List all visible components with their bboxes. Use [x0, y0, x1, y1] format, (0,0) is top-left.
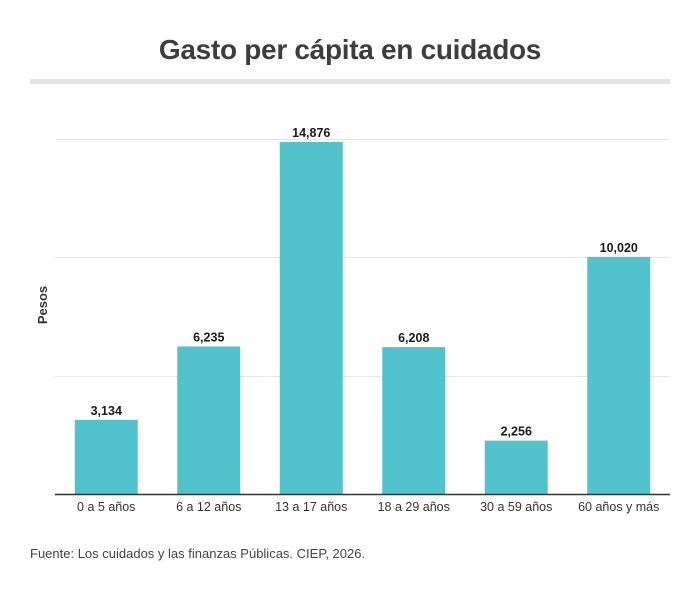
- x-tick-label: 0 a 5 años: [77, 500, 135, 514]
- gridlines: [55, 139, 670, 377]
- x-tick-label: 18 a 29 años: [378, 500, 450, 514]
- y-axis-label: Pesos: [35, 286, 50, 324]
- page-title: Gasto per cápita en cuidados: [158, 34, 542, 65]
- data-labels: 3,134 6,235 14,876 6,208 2,256 10,020: [91, 126, 638, 439]
- x-tick-label: 6 a 12 años: [176, 500, 241, 514]
- bar-value-label: 3,134: [91, 404, 122, 418]
- bar-chart: 3,134 6,235 14,876 6,208 2,256 10,020 0 a 5 a…: [35, 126, 670, 514]
- bar: [74, 419, 138, 494]
- bar: [587, 256, 651, 494]
- bar-value-label: 14,876: [292, 126, 330, 140]
- bar-value-label: 6,235: [193, 330, 224, 344]
- x-tick-label: 30 a 59 años: [480, 500, 552, 514]
- source-note: Fuente: Los cuidados y las finanzas Públ…: [30, 546, 366, 561]
- x-tick-label: 60 años y más: [578, 500, 659, 514]
- bar: [382, 347, 446, 494]
- bar: [484, 440, 548, 494]
- bar-value-label: 6,208: [398, 331, 429, 345]
- x-tick-label: 13 a 17 años: [275, 500, 347, 514]
- bars: [74, 141, 651, 494]
- x-tick-labels: 0 a 5 años 6 a 12 años 13 a 17 años 18 a 29…: [77, 500, 659, 514]
- title-divider: [30, 79, 670, 84]
- bar-value-label: 10,020: [600, 241, 638, 255]
- bar-value-label: 2,256: [501, 425, 532, 439]
- bar: [177, 346, 241, 494]
- bar: [279, 141, 343, 494]
